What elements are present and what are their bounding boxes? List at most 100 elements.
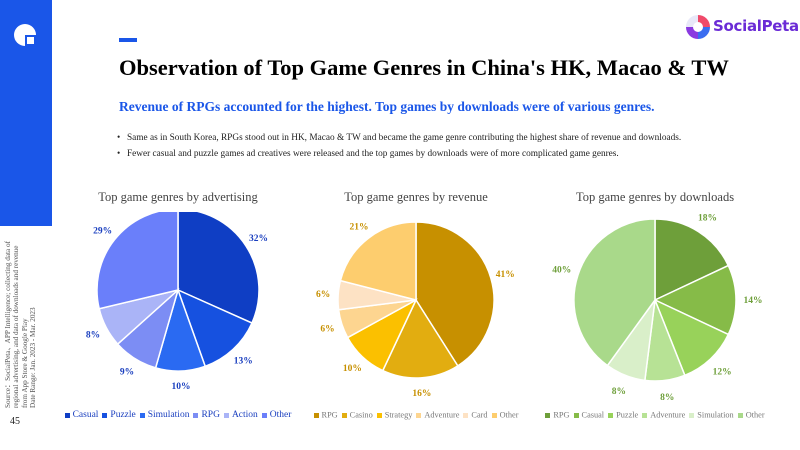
- legend-swatch: [608, 412, 614, 418]
- brand-name: SocialPeta: [713, 17, 799, 35]
- legend-label: Other: [745, 410, 765, 420]
- pie-slice-other: [96, 212, 179, 310]
- legend-swatch: [139, 412, 145, 418]
- legend-item: Simulation: [139, 410, 190, 420]
- chart-title: Top game genres by revenue: [344, 190, 488, 204]
- brand-logo: SocialPeta: [685, 14, 799, 42]
- legend-item: Puzzle: [608, 410, 638, 420]
- pie-slice-casino: [381, 298, 459, 379]
- legend-label: Other: [499, 410, 519, 420]
- legend-label: Casino: [349, 410, 373, 420]
- chart-legend: RPG Casino Strategy Adventure Card Other: [291, 410, 541, 420]
- legend-swatch: [341, 412, 347, 418]
- data-label: 13%: [234, 356, 253, 366]
- chart-title: Top game genres by advertising: [98, 190, 258, 204]
- data-label: 9%: [120, 367, 134, 377]
- legend-swatch: [491, 412, 497, 418]
- legend-label: Other: [269, 410, 292, 420]
- data-label: 10%: [171, 382, 190, 392]
- legend-label: Adventure: [650, 410, 686, 420]
- chart-revenue: Top game genres by revenue 41% 16% 10% 6% 6%…: [291, 190, 541, 430]
- legend-swatch: [545, 412, 551, 418]
- data-label: 8%: [86, 331, 100, 341]
- legend-swatch: [573, 412, 579, 418]
- pie-slice-other: [339, 221, 417, 301]
- source-note: Source：SocialPeta、APP Intelligence; coll…: [4, 228, 48, 408]
- page-title: Observation of Top Game Genres in China'…: [119, 55, 729, 80]
- legend-item: Other: [261, 410, 292, 420]
- bullet-list: Same as in South Korea, RPGs stood out i…: [117, 133, 681, 165]
- legend-swatch: [313, 412, 319, 418]
- pie-slice-puzzle: [176, 288, 253, 368]
- legend-item: Other: [737, 410, 765, 420]
- legend-item: Casino: [341, 410, 373, 420]
- page-number: 45: [10, 416, 20, 427]
- data-label: 21%: [349, 223, 368, 233]
- legend-item: RPG: [193, 410, 220, 420]
- data-label: 29%: [93, 226, 112, 236]
- data-label: 12%: [713, 367, 732, 377]
- pie-slice-rpg: [654, 218, 730, 302]
- pie-chart: 41% 16% 10% 6% 6% 21%: [316, 221, 515, 399]
- legend-swatch: [416, 412, 422, 418]
- title-accent-bar: [119, 38, 137, 42]
- legend-swatch: [689, 412, 695, 418]
- legend-label: Simulation: [147, 410, 190, 420]
- data-label: 32%: [249, 234, 268, 244]
- legend-item: Card: [463, 410, 488, 420]
- chart-title: Top game genres by downloads: [575, 190, 735, 204]
- legend-item: Casual: [64, 410, 99, 420]
- pie-slice-other: [573, 218, 656, 367]
- chart-legend: Casual Puzzle Simulation RPG Action Other: [53, 410, 303, 420]
- source-line: Source：SocialPeta、APP Intelligence; coll…: [4, 241, 12, 408]
- sidebar: Source：SocialPeta、APP Intelligence; coll…: [0, 0, 52, 450]
- legend-label: Card: [471, 410, 488, 420]
- page-subtitle: Revenue of RPGs accounted for the highes…: [119, 99, 655, 114]
- legend-label: Adventure: [424, 410, 460, 420]
- legend-swatch: [261, 412, 267, 418]
- legend-label: Casual: [581, 410, 605, 420]
- chart-advertising: Top game genres by advertising 32% 13% 10%…: [53, 190, 303, 430]
- data-label: 41%: [496, 270, 515, 280]
- legend-item: Puzzle: [102, 410, 136, 420]
- sidebar-accent-block: [0, 0, 52, 226]
- data-label: 16%: [412, 389, 431, 399]
- source-line: regional advertising, and data of downlo…: [12, 245, 21, 408]
- legend-swatch: [64, 412, 70, 418]
- data-label: 10%: [343, 364, 362, 374]
- legend-label: Casual: [72, 410, 99, 420]
- data-label: 18%: [698, 213, 717, 223]
- legend-item: Adventure: [642, 410, 685, 420]
- legend-swatch: [463, 412, 469, 418]
- legend-item: Simulation: [689, 410, 734, 420]
- data-label: 14%: [744, 296, 763, 306]
- legend-swatch: [102, 412, 108, 418]
- pie-chart: 18% 14% 12% 8% 8% 40%: [552, 213, 763, 402]
- bullet-item: Fewer casual and puzzle games ad creativ…: [117, 149, 681, 159]
- bullet-item: Same as in South Korea, RPGs stood out i…: [117, 133, 681, 143]
- data-label: 8%: [660, 393, 674, 402]
- data-label: 8%: [612, 387, 626, 397]
- legend-item: RPG: [313, 410, 338, 420]
- legend-item: Action: [223, 410, 258, 420]
- pie-chart: 32% 13% 10% 9% 8% 29%: [86, 212, 268, 392]
- legend-label: Puzzle: [616, 410, 639, 420]
- legend-swatch: [642, 412, 648, 418]
- chart-legend: RPG Casual Puzzle Adventure Simulation Other: [530, 410, 780, 420]
- legend-swatch: [193, 412, 199, 418]
- legend-label: Strategy: [384, 410, 413, 420]
- pie-slice-casual: [177, 212, 260, 325]
- legend-label: Puzzle: [110, 410, 136, 420]
- source-line: from App Store & Google Play: [20, 318, 29, 408]
- legend-item: Strategy: [376, 410, 413, 420]
- chart-downloads: Top game genres by downloads 18% 14% 12% 8%…: [530, 190, 780, 430]
- legend-item: Adventure: [416, 410, 459, 420]
- legend-item: RPG: [545, 410, 570, 420]
- legend-item: Other: [491, 410, 519, 420]
- data-label: 6%: [320, 325, 334, 335]
- source-line: Date Range: Jan. 2023 - Mar. 2023: [28, 307, 37, 408]
- quadrant-logo-icon: [14, 24, 37, 47]
- data-label: 6%: [316, 290, 330, 300]
- legend-label: RPG: [321, 410, 338, 420]
- pie-slice-casual: [653, 264, 737, 336]
